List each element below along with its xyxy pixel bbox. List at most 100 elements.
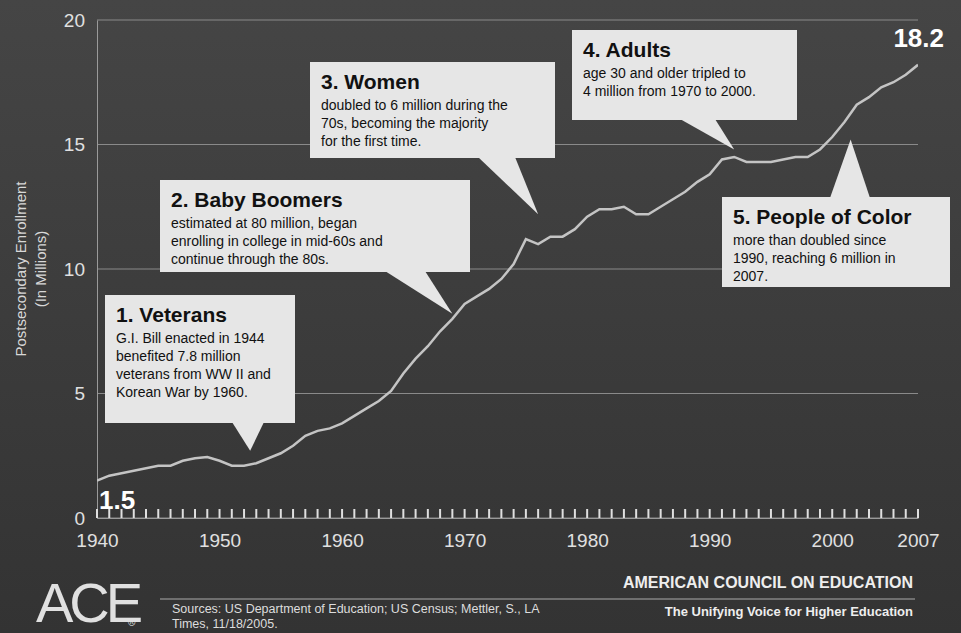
x-tick: 1970	[444, 518, 486, 551]
callout-pointer	[830, 140, 870, 198]
minor-tick	[427, 509, 429, 518]
minor-tick	[206, 509, 208, 518]
minor-tick	[513, 509, 515, 518]
minor-tick	[525, 509, 527, 518]
x-tick: 1950	[199, 518, 241, 551]
minor-tick	[194, 509, 196, 518]
logo: ACE	[36, 571, 141, 633]
annotations: 1. VeteransG.I. Bill enacted in 1944bene…	[105, 30, 950, 451]
x-tick-label: 1980	[567, 530, 609, 551]
callout-text: 2007.	[733, 268, 768, 284]
callout-title: 4. Adults	[583, 38, 671, 61]
callout-text: Korean War by 1960.	[116, 384, 248, 400]
y-tick-label: 20	[64, 10, 85, 31]
value-label: 1.5	[99, 485, 135, 515]
chart-svg: 0 5 10 15 20 1940 1950 1960 1970 1980 1990 2000 2007…	[0, 0, 961, 633]
callout: 5. People of Colormore than doubled sinc…	[722, 140, 950, 287]
minor-tick	[439, 509, 441, 518]
x-tick-label: 1940	[76, 530, 118, 551]
callout-text: age 30 and older tripled to	[583, 65, 746, 81]
callout-pointer	[680, 119, 734, 149]
y-tick-label: 15	[64, 134, 85, 155]
minor-tick	[402, 509, 404, 518]
minor-tick	[292, 509, 294, 518]
callout-box	[572, 30, 797, 120]
callout-text: G.I. Bill enacted in 1944	[116, 330, 265, 346]
callout-pointer	[232, 422, 264, 451]
organization: AMERICAN COUNCIL ON EDUCATION	[623, 574, 913, 591]
x-tick-label: 1990	[689, 530, 731, 551]
minor-tick	[868, 509, 870, 518]
minor-tick	[880, 509, 882, 518]
tagline: The Unifying Voice for Higher Education	[665, 604, 913, 619]
minor-tick	[280, 509, 282, 518]
minor-tick	[696, 509, 698, 518]
minor-tick	[807, 509, 809, 518]
minor-tick	[611, 509, 613, 518]
minor-tick	[157, 509, 159, 518]
callout-text: veterans from WW II and	[116, 366, 271, 382]
x-tick: 1940	[76, 518, 118, 551]
minor-tick	[684, 509, 686, 518]
callout-box	[105, 295, 295, 423]
y-tick: 0	[74, 508, 97, 529]
minor-tick	[378, 509, 380, 518]
callout-text: enrolling in college in mid-60s and	[171, 233, 383, 249]
minor-tick	[255, 509, 257, 518]
minor-tick	[917, 509, 919, 518]
minor-tick	[549, 509, 551, 518]
y-axis-title: Postsecondary Enrollment	[12, 181, 29, 357]
minor-tick	[660, 509, 662, 518]
minor-tick	[488, 509, 490, 518]
callout-pointer	[478, 157, 538, 214]
x-tick: 2000	[812, 518, 854, 551]
minor-ticks	[97, 509, 918, 518]
minor-tick	[586, 509, 588, 518]
x-tick: 1990	[689, 518, 731, 551]
minor-tick	[819, 509, 821, 518]
callout-text: 70s, becoming the majority	[321, 115, 488, 131]
minor-tick	[635, 509, 637, 518]
sources: Sources: US Department of Education; US …	[172, 602, 540, 616]
y-tick-label: 0	[74, 508, 85, 529]
callout: 3. Womendoubled to 6 million during the7…	[310, 62, 555, 214]
minor-tick	[598, 509, 600, 518]
minor-tick	[709, 509, 711, 518]
y-tick-label: 5	[74, 383, 85, 404]
x-axis-line	[98, 518, 919, 519]
background	[0, 0, 961, 633]
minor-tick	[268, 509, 270, 518]
callout-pointer	[385, 271, 452, 314]
callout-box	[722, 197, 950, 287]
footer-rule	[160, 599, 915, 600]
callout-text: estimated at 80 million, began	[171, 215, 357, 231]
minor-tick	[758, 509, 760, 518]
callout-text: doubled to 6 million during the	[321, 97, 508, 113]
minor-tick	[415, 509, 417, 518]
chart-root: 0 5 10 15 20 1940 1950 1960 1970 1980 1990 2000 2007…	[0, 0, 961, 633]
minor-tick	[574, 509, 576, 518]
minor-tick	[770, 509, 772, 518]
value-label: 18.2	[893, 23, 944, 53]
y-axis-title: (In Millions)	[32, 231, 49, 308]
minor-tick	[366, 509, 368, 518]
minor-tick	[145, 509, 147, 518]
minor-tick	[182, 509, 184, 518]
minor-tick	[782, 509, 784, 518]
x-tick: 1960	[321, 518, 363, 551]
minor-tick	[390, 509, 392, 518]
minor-tick	[219, 509, 221, 518]
minor-tick	[329, 509, 331, 518]
callout-box	[160, 180, 470, 272]
x-tick-label: 2007	[897, 530, 939, 551]
minor-tick	[537, 509, 539, 518]
minor-tick	[794, 509, 796, 518]
minor-tick	[500, 509, 502, 518]
callout-text: 1990, reaching 6 million in	[733, 250, 896, 266]
y-tick-label: 10	[64, 259, 85, 280]
minor-tick	[170, 509, 172, 518]
callout-text: continue through the 80s.	[171, 251, 329, 267]
minor-tick	[476, 509, 478, 518]
callout-title: 5. People of Color	[733, 205, 912, 228]
x-axis: 1940 1950 1960 1970 1980 1990 2000 2007	[76, 518, 939, 551]
